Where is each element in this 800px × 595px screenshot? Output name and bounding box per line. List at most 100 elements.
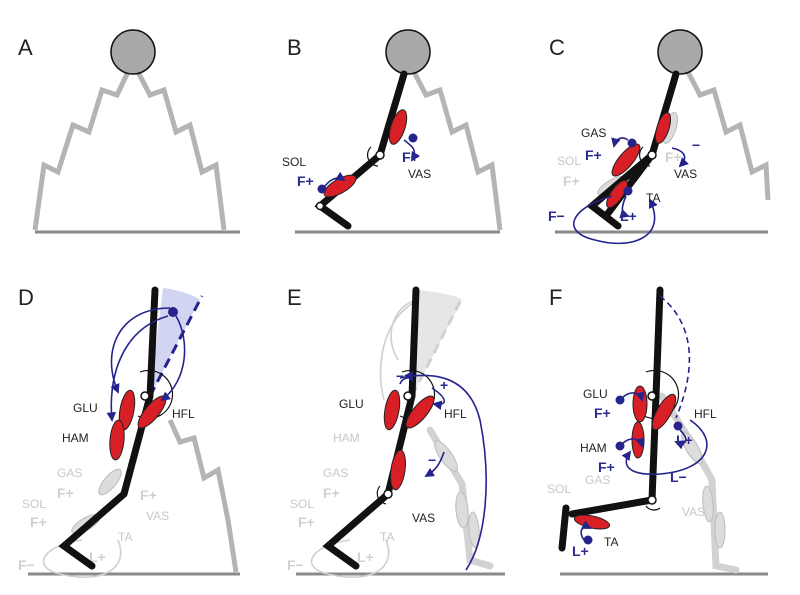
feedback-loop-trunk-hfl [659,295,691,419]
label-force-neg-inactive: F− [287,557,304,573]
knee-arc [645,505,661,511]
sensor-dot-gas [627,138,637,148]
label-ham: HAM [580,441,607,455]
label-gas-inactive: GAS [323,466,348,480]
feedback-loop-vas [424,451,445,477]
label-force-pos-sol-inactive: F+ [563,173,580,189]
feedback-loop-trunk-hfl [160,315,186,402]
panel-label-d: D [18,285,34,310]
feedback-loop-gas [611,137,629,148]
ghost-trunk-region [412,290,462,396]
label-glu: GLU [339,397,364,411]
sensor-dot-sol [317,184,327,194]
label-gas: GAS [581,126,606,140]
muscle-ham [109,419,125,461]
label-vas-inactive: VAS [146,509,169,523]
trunk-lean-region [150,288,200,396]
panel-e: E HAM GAS SOL F+ F+ TA L+ F− [287,285,505,578]
swing-foot [558,504,570,552]
panel-label-b: B [287,35,302,60]
label-hfl: HFL [172,407,195,421]
knee-arc [376,485,387,505]
label-force-neg-gas: F− [548,208,565,224]
swing-thigh [648,392,660,504]
label-vas: VAS [674,167,697,181]
sensor-dot-hfl [673,421,683,431]
leg-spring-right [685,70,771,201]
label-force-pos-vas: F+ [402,149,419,165]
label-length-pos-ta: L+ [572,543,589,559]
ghost-loop-trunk-2 [379,299,419,401]
knee-arc [367,146,379,167]
trunk-mass [110,29,156,75]
label-length-pos-ta-inactive: L+ [357,549,374,565]
muscle-gas [611,143,641,177]
label-ta: TA [604,535,618,549]
ghost-muscle-calf [714,511,726,549]
panel-label-e: E [287,285,302,310]
ghost-muscle-swing-calf [468,511,480,549]
panel-b: B F+ VAS SOL F+ [282,29,503,234]
label-sol-inactive: SOL [547,482,571,496]
label-glu: GLU [73,401,98,415]
muscle-sol [323,174,357,198]
label-sol: SOL [282,155,306,169]
muscle-glu [383,389,401,431]
panel-a: A [18,29,240,234]
trunk-segment [408,286,420,400]
label-sol-inactive: SOL [290,497,314,511]
label-ta-inactive: TA [380,530,394,544]
knee-arc [639,146,651,167]
feedback-loop-glu [621,391,645,402]
swing-shank [568,496,656,518]
trunk-segment [652,286,664,400]
label-sol-inactive: SOL [557,154,581,168]
label-length-pos-hfl: L+ [676,432,693,448]
feedback-loop-ta-gas [573,195,658,245]
trunk-mass [657,29,703,75]
trunk-mass [385,29,431,75]
feedback-loop-ta [580,520,592,541]
feedback-loop-ta [619,195,630,219]
sensor-dot-ta [583,535,593,545]
label-length-pos-ta-inactive: L+ [89,549,106,565]
hip-joint [647,391,657,401]
feedback-loop-hfl [431,387,446,410]
label-ta: TA [646,191,660,205]
knee-joint [647,150,657,160]
leg-spring-right [167,418,239,573]
label-force-pos-sol-inactive: F+ [298,514,315,530]
label-hfl: HFL [694,407,717,421]
label-glu: GLU [583,387,608,401]
label-sol-inactive: SOL [22,497,46,511]
muscle-hfl [405,395,435,429]
foot-segment [58,490,128,570]
muscle-vas [654,112,672,144]
feedback-loop-hfl-ham [621,419,708,476]
label-length-pos-ta: L+ [620,208,637,224]
muscle-hfl [651,393,677,431]
label-force-pos-gas-inactive: F+ [57,485,74,501]
label-minus-vas: − [428,452,436,468]
ghost-loop [310,539,390,578]
muscle-ta [606,179,628,209]
label-plus-hfl: + [440,377,448,393]
label-minus-vas: − [692,137,700,153]
panel-d: D GAS SOL F+ F+ F+ VAS TA L+ F− GLU HAM … [18,285,240,578]
trunk-segment [146,286,159,400]
knee-joint [375,150,385,160]
stance-leg [322,392,416,570]
label-force-pos-vas-inactive: F+ [665,149,682,165]
label-vas-inactive: VAS [682,505,705,519]
label-gas-inactive: GAS [585,473,610,487]
label-vas: VAS [408,167,431,181]
label-force-pos-sol-inactive: F+ [30,514,47,530]
label-force-pos-sol: F+ [297,173,314,189]
label-force-pos-gas-inactive: F+ [323,485,340,501]
panel-c: C SOL F+ F+ GAS F+ − VAS TA L+ F− [548,29,771,245]
knee-joint [647,495,657,505]
hip-joint [403,391,413,401]
panel-label-c: C [549,35,565,60]
label-ham: HAM [62,431,89,445]
